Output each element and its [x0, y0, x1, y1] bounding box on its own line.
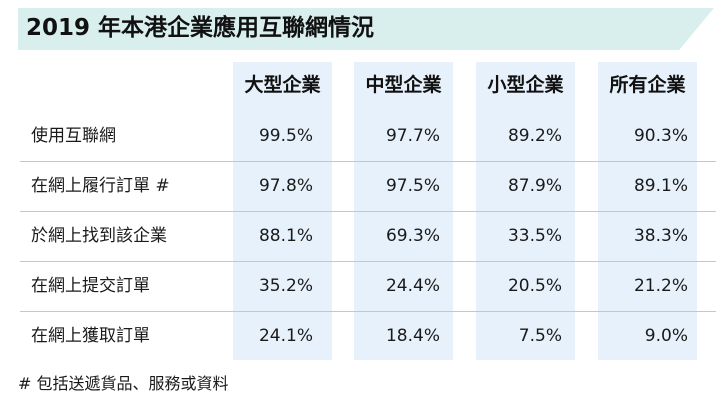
table-cell: 97.5%: [385, 176, 440, 196]
table-cell: 88.1%: [258, 226, 313, 246]
column-header-4: 所有企業: [609, 74, 686, 96]
table-cell: 89.2%: [507, 126, 562, 146]
table-cell: 21.2%: [633, 276, 688, 296]
table-cell: 24.1%: [258, 326, 313, 346]
table-cell: 18.4%: [385, 326, 440, 346]
table-cell: 69.3%: [385, 226, 440, 246]
row-label: 在網上履行訂單 #: [31, 176, 170, 196]
row-label: 在網上提交訂單: [31, 276, 150, 296]
table-cell: 7.5%: [518, 326, 562, 346]
row-label: 使用互聯網: [31, 126, 116, 146]
table-cell: 97.8%: [258, 176, 313, 196]
column-header-3: 小型企業: [487, 74, 564, 96]
row-divider: [20, 161, 716, 162]
table-cell: 87.9%: [507, 176, 562, 196]
table-cell: 89.1%: [633, 176, 688, 196]
row-label: 在網上獲取訂單: [31, 326, 150, 346]
title-band: [18, 8, 714, 50]
table-cell: 99.5%: [258, 126, 313, 146]
table-cell: 90.3%: [633, 126, 688, 146]
row-label: 於網上找到該企業: [31, 226, 167, 246]
footnote: # 包括送遞貨品、服務或資料: [18, 374, 229, 393]
column-header-1: 大型企業: [244, 74, 321, 96]
row-divider: [20, 261, 716, 262]
column-header-2: 中型企業: [365, 74, 442, 96]
table-cell: 9.0%: [644, 326, 688, 346]
table-cell: 20.5%: [507, 276, 562, 296]
table-cell: 24.4%: [385, 276, 440, 296]
row-divider: [20, 311, 716, 312]
table-cell: 33.5%: [507, 226, 562, 246]
table-title: 2019 年本港企業應用互聯網情況: [26, 15, 375, 41]
table-cell: 97.7%: [385, 126, 440, 146]
table-cell: 38.3%: [633, 226, 688, 246]
table-cell: 35.2%: [258, 276, 313, 296]
row-divider: [20, 211, 716, 212]
